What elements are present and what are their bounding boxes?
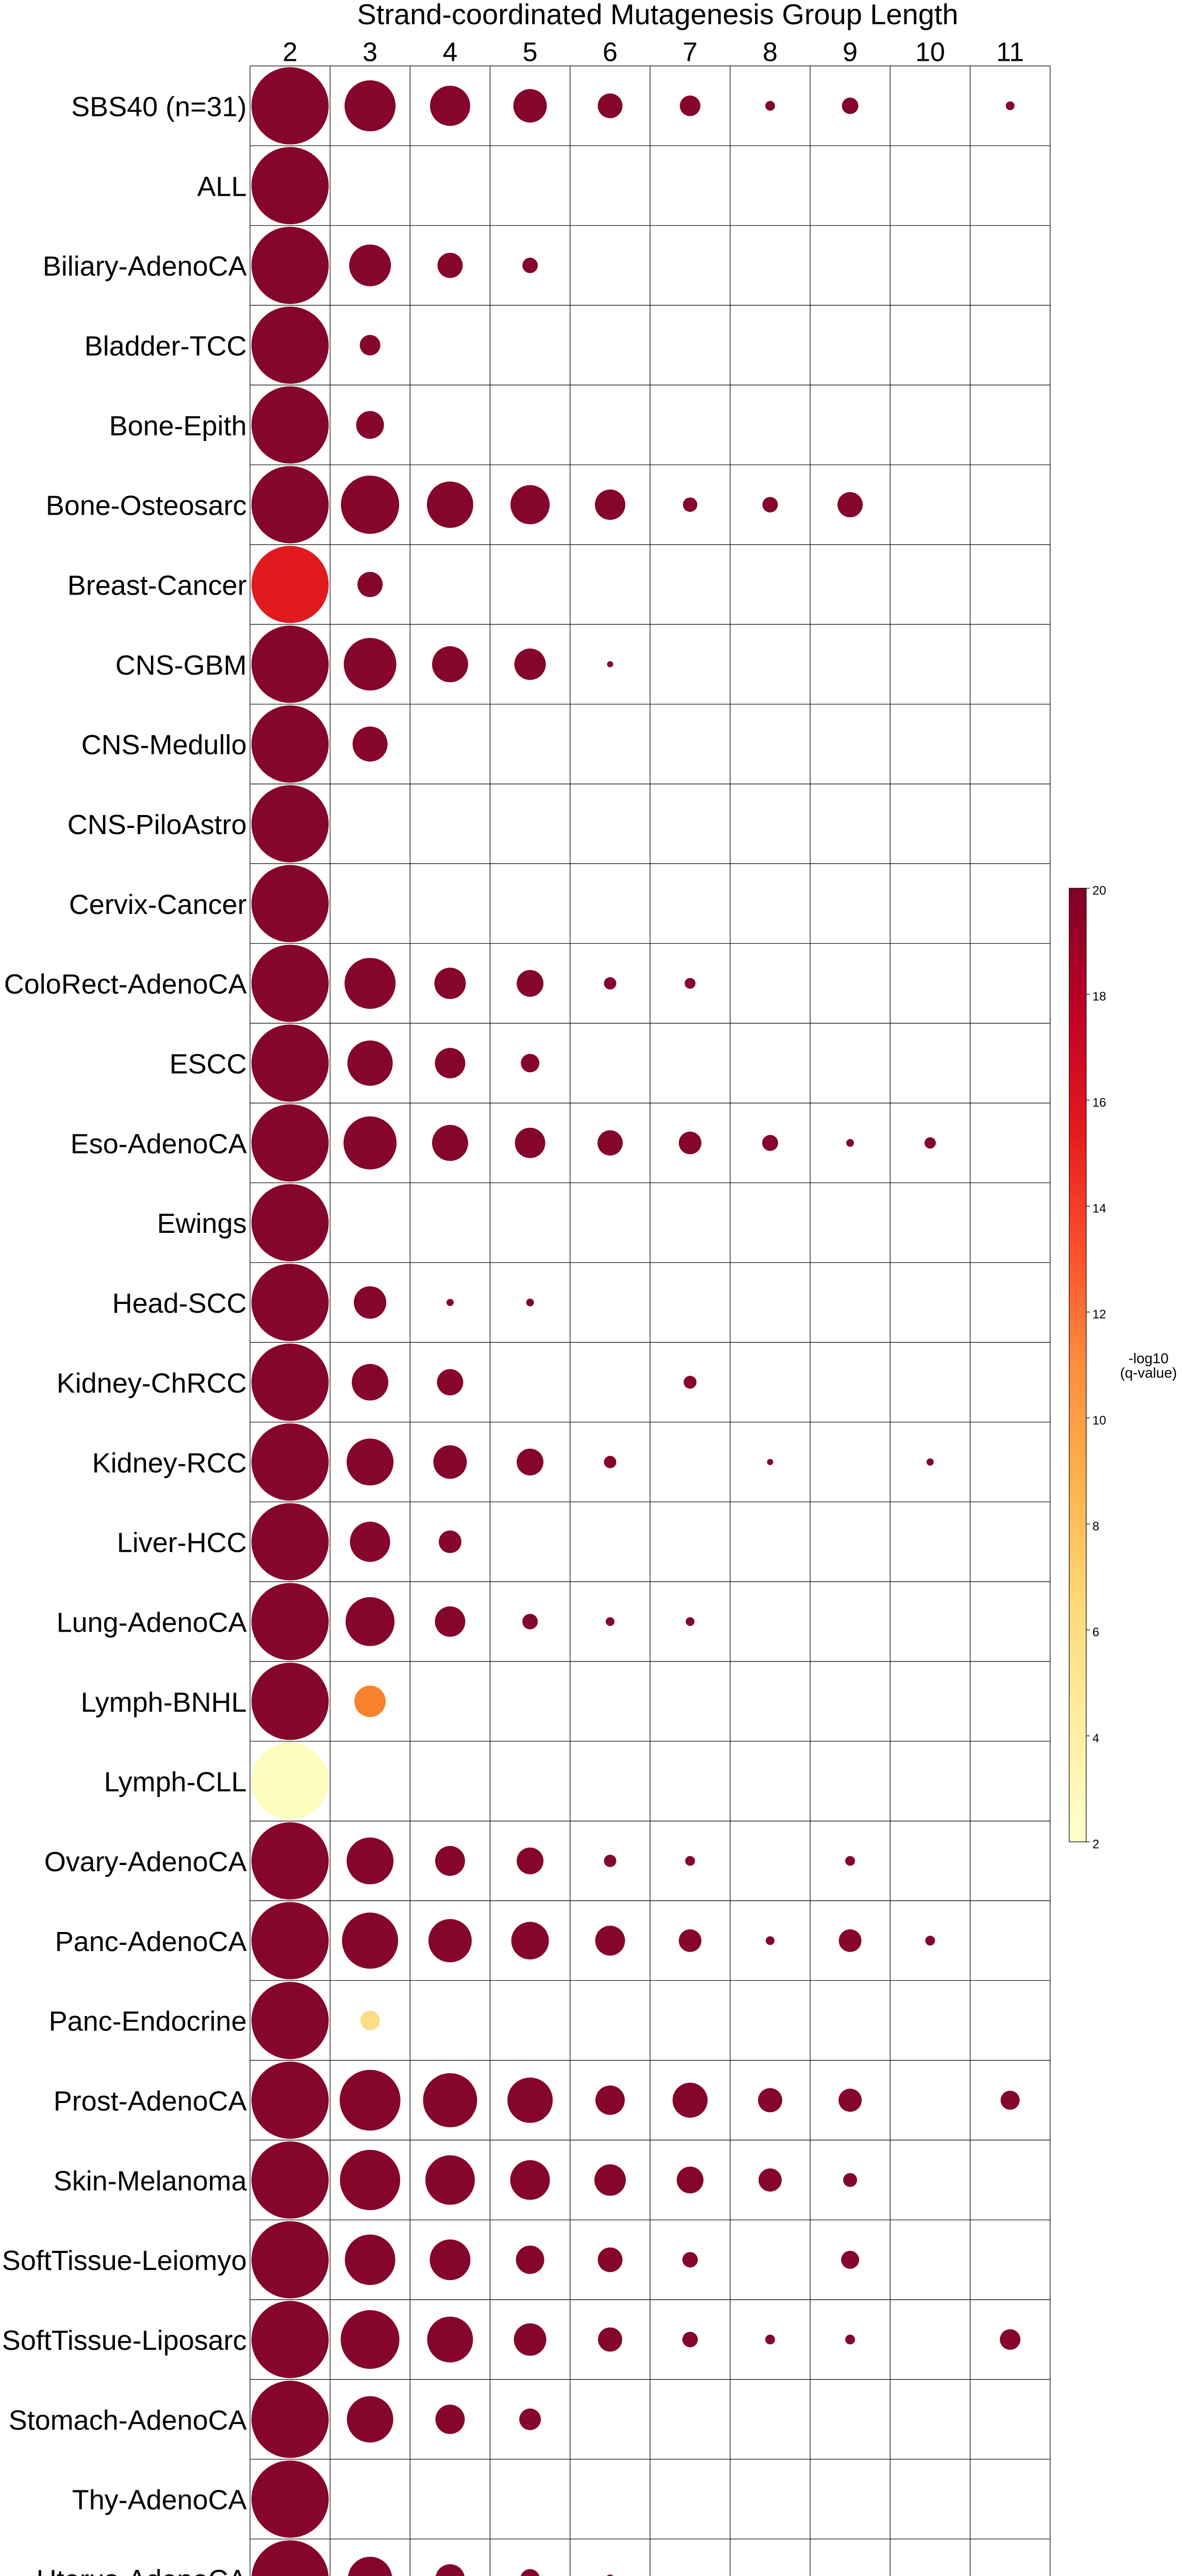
svg-text:(q-value): (q-value) [1120,1365,1177,1381]
svg-text:Strand-coordinated Mutagenesis: Strand-coordinated Mutagenesis Group Len… [357,0,958,30]
svg-text:Ovary-AdenoCA: Ovary-AdenoCA [44,1846,247,1877]
svg-text:6: 6 [1092,1625,1099,1639]
svg-text:Breast-Cancer: Breast-Cancer [67,570,247,601]
svg-text:Bladder-TCC: Bladder-TCC [84,331,247,362]
svg-text:Skin-Melanoma: Skin-Melanoma [54,2165,247,2196]
svg-text:16: 16 [1092,1096,1106,1110]
svg-text:2: 2 [283,38,298,67]
svg-text:CNS-PiloAstro: CNS-PiloAstro [67,809,247,840]
svg-text:20: 20 [1092,884,1106,898]
svg-text:ESCC: ESCC [169,1049,247,1080]
svg-text:Lymph-CLL: Lymph-CLL [104,1767,247,1798]
svg-text:10: 10 [915,38,945,67]
svg-text:SoftTissue-Leiomyo: SoftTissue-Leiomyo [2,2245,247,2276]
svg-text:Kidney-ChRCC: Kidney-ChRCC [57,1368,247,1399]
svg-text:5: 5 [523,38,538,67]
svg-text:8: 8 [763,38,778,67]
svg-text:9: 9 [843,38,858,67]
svg-text:Liver-HCC: Liver-HCC [117,1528,247,1558]
svg-text:7: 7 [682,38,697,67]
svg-text:SBS40 (n=31): SBS40 (n=31) [71,91,247,122]
svg-text:Bone-Epith: Bone-Epith [109,411,247,442]
svg-text:Head-SCC: Head-SCC [112,1288,247,1319]
svg-text:4: 4 [442,38,457,67]
svg-text:Stomach-AdenoCA: Stomach-AdenoCA [9,2405,247,2436]
svg-text:Bone-Osteosarc: Bone-Osteosarc [46,490,247,521]
svg-text:Cervix-Cancer: Cervix-Cancer [69,889,247,920]
svg-text:Lymph-BNHL: Lymph-BNHL [81,1687,247,1718]
svg-text:Lung-AdenoCA: Lung-AdenoCA [57,1607,247,1638]
svg-text:18: 18 [1092,990,1106,1004]
svg-text:3: 3 [363,38,378,67]
svg-text:Prost-AdenoCA: Prost-AdenoCA [54,2086,247,2117]
svg-text:Panc-Endocrine: Panc-Endocrine [49,2006,247,2037]
svg-text:4: 4 [1092,1732,1099,1745]
svg-text:Eso-AdenoCA: Eso-AdenoCA [71,1128,247,1159]
svg-text:Biliary-AdenoCA: Biliary-AdenoCA [43,251,247,282]
svg-text:CNS-Medullo: CNS-Medullo [81,730,247,760]
svg-text:2: 2 [1092,1838,1099,1852]
svg-text:8: 8 [1092,1520,1099,1534]
svg-text:Uterus-AdenoCA: Uterus-AdenoCA [37,2565,247,2576]
svg-text:-log10: -log10 [1128,1350,1169,1366]
svg-text:ALL: ALL [197,171,247,202]
svg-text:SoftTissue-Liposarc: SoftTissue-Liposarc [2,2325,247,2356]
svg-text:Thy-AdenoCA: Thy-AdenoCA [72,2485,247,2516]
svg-text:10: 10 [1092,1414,1106,1428]
svg-text:11: 11 [996,38,1024,67]
svg-text:ColoRect-AdenoCA: ColoRect-AdenoCA [4,969,247,1000]
svg-text:Ewings: Ewings [157,1208,247,1239]
svg-text:12: 12 [1092,1308,1106,1321]
svg-text:Kidney-RCC: Kidney-RCC [92,1448,247,1479]
svg-text:6: 6 [603,38,618,67]
svg-text:Panc-AdenoCA: Panc-AdenoCA [55,1926,247,1957]
svg-text:14: 14 [1092,1202,1106,1216]
svg-text:CNS-GBM: CNS-GBM [115,650,247,681]
